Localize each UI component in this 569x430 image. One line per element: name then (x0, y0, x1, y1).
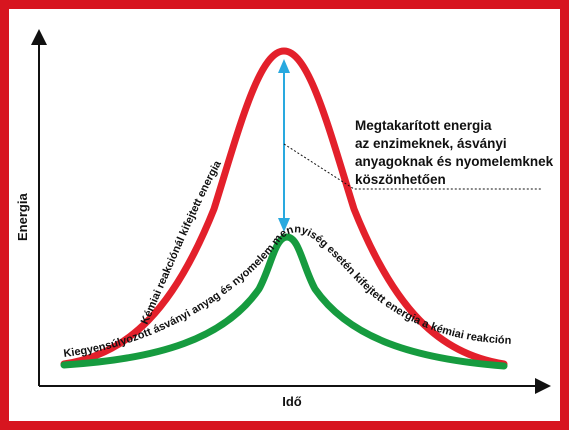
annotation-line-4: köszönhetően (355, 172, 446, 187)
annotation-line-3: anyagoknak és nyomelemknek (355, 154, 554, 169)
catalyzed-curve (60, 233, 508, 370)
diagram-frame: Megtakarított energia az enzimeknek, ásv… (9, 9, 560, 421)
saved-energy-arrow-bottom-head (278, 218, 290, 232)
y-axis-label: Energia (15, 193, 30, 241)
annotation-line-2: az enzimeknek, ásványi (355, 136, 507, 151)
x-axis-label: Idő (282, 394, 302, 409)
annotation-text: Megtakarított energia az enzimeknek, ásv… (355, 118, 557, 187)
saved-energy-arrow-top-head (278, 59, 290, 73)
annotation-line-1: Megtakarított energia (355, 118, 492, 133)
energy-diagram: Megtakarított energia az enzimeknek, ásv… (9, 9, 557, 409)
uncatalyzed-curve (60, 47, 508, 368)
